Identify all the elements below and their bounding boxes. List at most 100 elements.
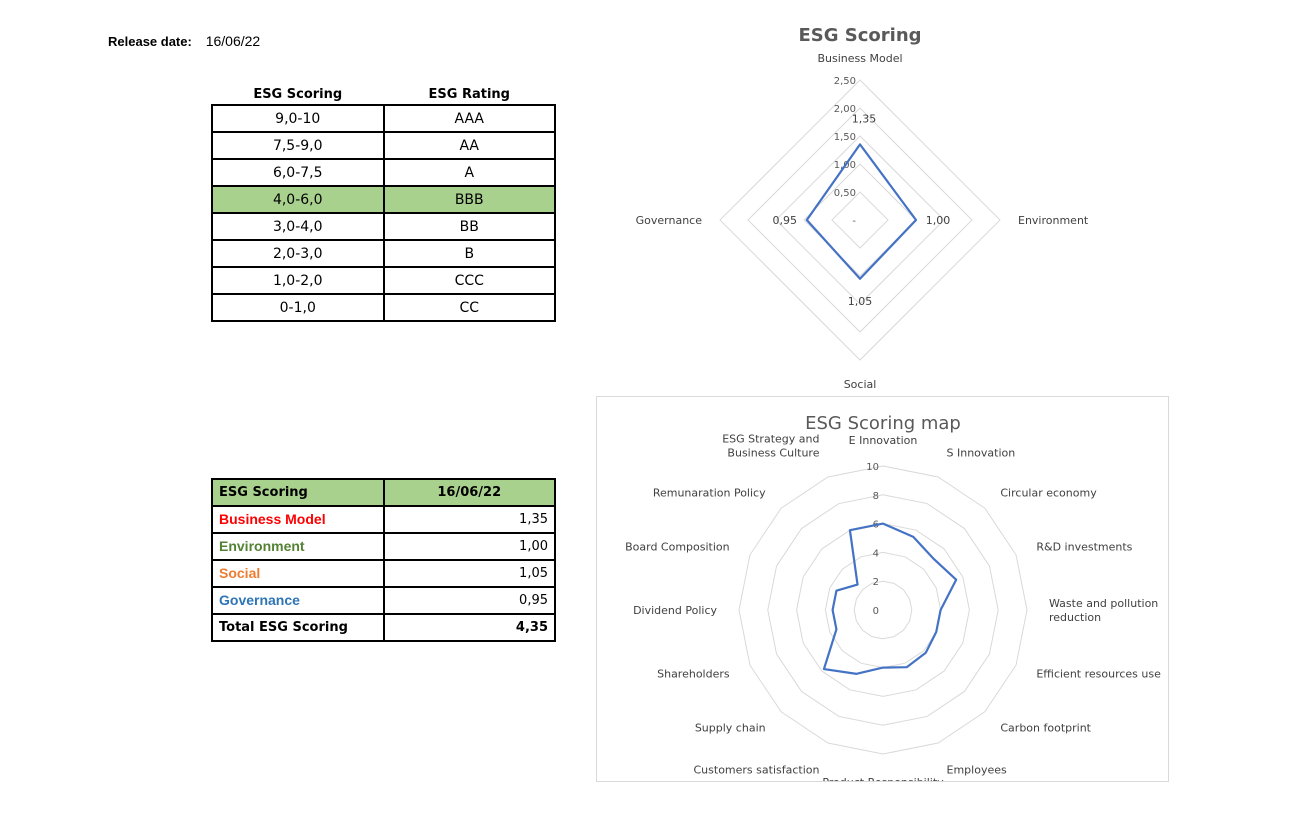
data-label: 1,05 (848, 295, 873, 308)
category-label-remunaration-policy: Remunaration Policy (653, 487, 766, 500)
rating-header-rating: ESG Rating (428, 86, 510, 102)
grid-ring (853, 580, 913, 640)
release-date-label: Release date: (108, 34, 192, 49)
category-label-environment: Environment (1018, 214, 1089, 227)
category-label-customers-satisfaction: Customers satisfaction (694, 763, 820, 776)
pillar-value: 1,05 (382, 559, 556, 588)
tick-label: 2,50 (834, 76, 856, 87)
rating-range: 9,0-10 (211, 104, 385, 133)
table-row: 0-1,0 CC (211, 293, 556, 322)
category-label-e-innovation: E Innovation (849, 434, 918, 447)
table-row: Social 1,05 (211, 559, 556, 588)
esg-rating-table: ESG Scoring ESG Rating 9,0-10 AAA 7,5-9,0… (211, 84, 556, 322)
total-value: 4,35 (382, 613, 556, 642)
table-row: 1,0-2,0 CCC (211, 266, 556, 295)
rating-range: 4,0-6,0 (211, 185, 385, 214)
category-label-esg-strategy-and-business-culture: ESG Strategy and Business Culture (722, 433, 820, 460)
category-label-employees: Employees (947, 763, 1007, 776)
esg-scoring-radar-chart: ESG Scoring - 0,50 1,00 1,50 2,00 2,50 Business… (600, 15, 1140, 393)
summary-header-label: ESG Scoring (211, 478, 385, 507)
grid-ring (796, 523, 970, 697)
chart-title: ESG Scoring map (805, 413, 961, 434)
table-row: Governance 0,95 (211, 586, 556, 615)
grid-ring (719, 79, 1001, 361)
tick-label: 10 (866, 462, 879, 473)
rating-grade: CCC (382, 266, 556, 295)
category-label-business-model: Business Model (817, 52, 902, 65)
tick-label: 2,00 (834, 104, 856, 115)
category-label-efficient-resources-use: Efficient resources use (1036, 668, 1161, 681)
pillar-value: 1,00 (382, 532, 556, 561)
category-label-board-composition: Board Composition (625, 540, 730, 553)
rating-grade: CC (382, 293, 556, 322)
grid-ring (738, 465, 1028, 755)
release-date: Release date: 16/06/22 (108, 33, 260, 49)
table-row: 2,0-3,0 B (211, 239, 556, 268)
category-label-social: Social (844, 378, 877, 391)
rating-grade: AA (382, 131, 556, 160)
grid-ring (767, 494, 999, 726)
category-label-shareholders: Shareholders (657, 668, 730, 681)
total-label: Total ESG Scoring (211, 613, 385, 642)
category-label-governance: Governance (636, 214, 703, 227)
category-label-product-responsibility: Product Responsibility (822, 776, 944, 781)
rating-header-scoring: ESG Scoring (253, 86, 343, 102)
rating-range: 2,0-3,0 (211, 239, 385, 268)
esg-scoring-map-chart: ESG Scoring map 0 2 4 6 8 10 E Innovation S Inno… (596, 396, 1169, 789)
table-row: Business Model 1,35 (211, 505, 556, 534)
rating-grade: A (382, 158, 556, 187)
rating-range: 3,0-4,0 (211, 212, 385, 241)
tick-label: 4 (873, 548, 879, 559)
pillar-value: 1,35 (382, 505, 556, 534)
chart-title: ESG Scoring (798, 25, 921, 46)
rating-range: 7,5-9,0 (211, 131, 385, 160)
summary-header-row: ESG Scoring 16/06/22 (211, 478, 556, 507)
category-label-dividend-policy: Dividend Policy (633, 604, 717, 617)
esg-scoring-radar-svg: ESG Scoring - 0,50 1,00 1,50 2,00 2,50 Business… (636, 25, 1089, 391)
tick-label: 0 (873, 606, 879, 617)
pillar-name-environment: Environment (219, 538, 305, 554)
series-line (822, 522, 958, 675)
rating-range: 1,0-2,0 (211, 266, 385, 295)
grid-ring (747, 107, 973, 333)
category-label-supply-chain: Supply chain (695, 721, 766, 734)
esg-summary-table: ESG Scoring 16/06/22 Business Model 1,35… (211, 478, 556, 642)
rating-range: 0-1,0 (211, 293, 385, 322)
pillar-name-governance: Governance (219, 592, 300, 608)
rating-range: 6,0-7,5 (211, 158, 385, 187)
table-row: 3,0-4,0 BB (211, 212, 556, 241)
category-label-carbon-footprint: Carbon footprint (1000, 721, 1091, 734)
tick-label: 1,50 (834, 132, 856, 143)
total-row: Total ESG Scoring 4,35 (211, 613, 556, 642)
data-label: 1,35 (852, 112, 877, 125)
tick-label: 2 (873, 577, 879, 588)
rating-grade: AAA (382, 104, 556, 133)
tick-label: - (852, 216, 856, 227)
data-label: 0,95 (773, 214, 798, 227)
grid-ring (831, 191, 889, 249)
grid-ring (824, 551, 942, 669)
rating-grade: BBB (382, 185, 556, 214)
rating-grade: B (382, 239, 556, 268)
rating-grade: BB (382, 212, 556, 241)
category-label-r-d-investments: R&D investments (1036, 540, 1132, 553)
category-label-s-innovation: S Innovation (947, 447, 1016, 460)
grid-ring (775, 135, 945, 305)
release-date-value: 16/06/22 (205, 33, 261, 49)
table-row: 9,0-10 AAA (211, 104, 556, 133)
data-label: 1,00 (926, 214, 951, 227)
table-row: 7,5-9,0 AA (211, 131, 556, 160)
pillar-name-business-model: Business Model (219, 511, 326, 527)
table-row: Environment 1,00 (211, 532, 556, 561)
tick-label: 8 (873, 491, 879, 502)
grid-ring (803, 163, 917, 277)
pillar-name-social: Social (219, 565, 261, 581)
tick-label: 0,50 (834, 188, 856, 199)
category-label-waste-and-pollution-reduction: Waste and pollution reduction (1049, 597, 1158, 624)
table-row-highlighted: 4,0-6,0 BBB (211, 185, 556, 214)
table-row: 6,0-7,5 A (211, 158, 556, 187)
pillar-value: 0,95 (382, 586, 556, 615)
series-line (805, 143, 918, 280)
summary-header-date: 16/06/22 (382, 478, 556, 507)
